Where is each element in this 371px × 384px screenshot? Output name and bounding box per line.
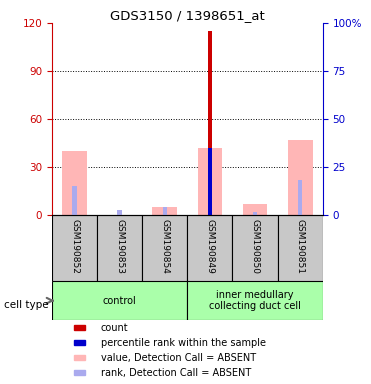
Bar xyxy=(73,325,85,330)
Bar xyxy=(52,215,97,281)
Text: cell type: cell type xyxy=(4,300,48,310)
Bar xyxy=(162,207,167,215)
Text: rank, Detection Call = ABSENT: rank, Detection Call = ABSENT xyxy=(101,367,251,377)
Bar xyxy=(187,215,233,281)
Bar xyxy=(298,180,302,215)
Bar xyxy=(73,340,85,345)
Bar xyxy=(72,186,77,215)
Bar xyxy=(97,215,142,281)
Bar xyxy=(142,215,187,281)
Bar xyxy=(152,207,177,215)
Text: GSM190852: GSM190852 xyxy=(70,219,79,274)
Text: GSM190850: GSM190850 xyxy=(250,219,260,274)
Bar xyxy=(73,355,85,360)
Bar xyxy=(73,370,85,375)
Text: inner medullary
collecting duct cell: inner medullary collecting duct cell xyxy=(209,290,301,311)
Bar xyxy=(243,204,267,215)
Bar xyxy=(208,148,212,215)
Bar xyxy=(117,210,122,215)
Text: GSM190851: GSM190851 xyxy=(296,219,305,274)
Bar xyxy=(253,212,257,215)
Bar xyxy=(233,215,278,281)
Text: count: count xyxy=(101,323,128,333)
Bar xyxy=(62,151,87,215)
Bar xyxy=(208,148,212,215)
Text: GSM190853: GSM190853 xyxy=(115,219,124,274)
Title: GDS3150 / 1398651_at: GDS3150 / 1398651_at xyxy=(110,9,265,22)
Bar xyxy=(197,148,222,215)
Bar xyxy=(278,215,323,281)
Text: control: control xyxy=(103,296,137,306)
Bar xyxy=(52,281,187,320)
Bar xyxy=(288,140,313,215)
Bar xyxy=(208,31,212,215)
Text: percentile rank within the sample: percentile rank within the sample xyxy=(101,338,266,348)
Bar xyxy=(187,281,323,320)
Text: GSM190849: GSM190849 xyxy=(206,219,214,274)
Text: GSM190854: GSM190854 xyxy=(160,219,169,274)
Text: value, Detection Call = ABSENT: value, Detection Call = ABSENT xyxy=(101,353,256,362)
